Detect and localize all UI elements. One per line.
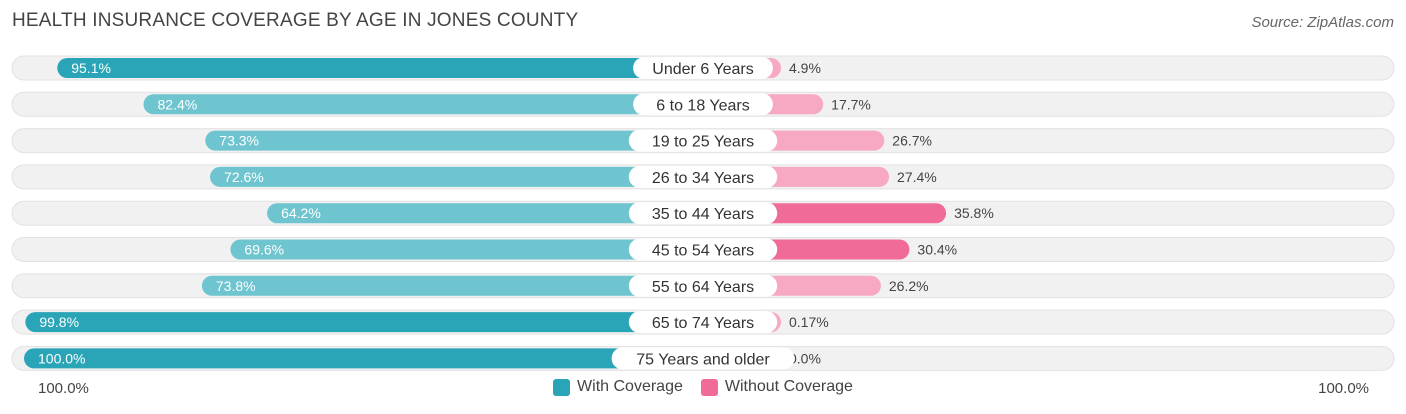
category-pill [633, 93, 773, 116]
data-label-without-coverage: 4.9% [789, 60, 821, 76]
bar-with-coverage [143, 94, 703, 115]
data-label-with-coverage: 100.0% [38, 350, 85, 366]
legend-label-with-coverage: With Coverage [577, 378, 683, 395]
data-label-without-coverage: 27.4% [897, 169, 937, 185]
data-label-without-coverage: 26.2% [889, 278, 929, 294]
category-label: 65 to 74 Years [652, 315, 754, 332]
category-label: Under 6 Years [652, 61, 753, 78]
legend-swatch-without-coverage [700, 378, 718, 396]
data-label-with-coverage: 73.8% [216, 278, 256, 294]
category-label: 6 to 18 Years [656, 97, 749, 114]
category-pill [628, 311, 778, 334]
bar-with-coverage [24, 348, 703, 369]
legend-label-without-coverage: Without Coverage [724, 378, 853, 395]
bar-with-coverage [201, 275, 703, 296]
data-label-with-coverage: 99.8% [39, 314, 79, 330]
data-label-with-coverage: 73.3% [219, 133, 259, 149]
legend: With Coverage Without Coverage [0, 378, 1406, 396]
category-pill [628, 202, 778, 225]
legend-swatch-with-coverage [553, 378, 571, 396]
chart-title: HEALTH INSURANCE COVERAGE BY AGE IN JONE… [12, 10, 579, 31]
category-pill [628, 238, 778, 261]
category-pill [628, 165, 778, 188]
bar-with-coverage [57, 58, 704, 78]
data-label-with-coverage: 69.6% [244, 242, 284, 258]
data-label-without-coverage: 26.7% [892, 133, 932, 149]
bar-with-coverage [267, 203, 703, 224]
data-label-without-coverage: 17.7% [831, 96, 871, 112]
data-label-without-coverage: 35.8% [954, 205, 994, 221]
category-pill [611, 347, 795, 370]
legend-item-with-coverage[interactable]: With Coverage [553, 378, 683, 396]
bar-with-coverage [25, 312, 704, 333]
bar-with-coverage [205, 130, 703, 151]
category-label: 45 to 54 Years [652, 243, 754, 260]
axis-left-label: 100.0% [38, 380, 89, 397]
category-label: 26 to 34 Years [652, 170, 754, 187]
category-pill [628, 129, 778, 152]
data-label-without-coverage: 0.17% [789, 314, 829, 330]
axis-right-label: 100.0% [1318, 380, 1369, 397]
category-pill [633, 57, 773, 79]
category-pill [628, 274, 778, 297]
data-label-with-coverage: 64.2% [281, 205, 321, 221]
data-label-with-coverage: 82.4% [158, 96, 198, 112]
data-label-without-coverage: 0.0% [789, 350, 821, 366]
data-label-with-coverage: 72.6% [224, 169, 264, 185]
bar-with-coverage [210, 166, 703, 187]
category-label: 55 to 64 Years [652, 279, 754, 296]
category-label: 75 Years and older [636, 351, 770, 368]
category-label: 35 to 44 Years [652, 206, 754, 223]
data-label-without-coverage: 30.4% [917, 242, 957, 258]
source-label: Source: ZipAtlas.com [1251, 14, 1394, 31]
data-label-with-coverage: 95.1% [71, 60, 111, 76]
bar-with-coverage [230, 239, 703, 260]
category-label: 19 to 25 Years [652, 134, 754, 151]
legend-item-without-coverage[interactable]: Without Coverage [700, 378, 853, 396]
chart-canvas: 95.1% 4.9% Under 6 Years 82.4% 17.7% 6 to 18 … [11, 55, 1395, 371]
